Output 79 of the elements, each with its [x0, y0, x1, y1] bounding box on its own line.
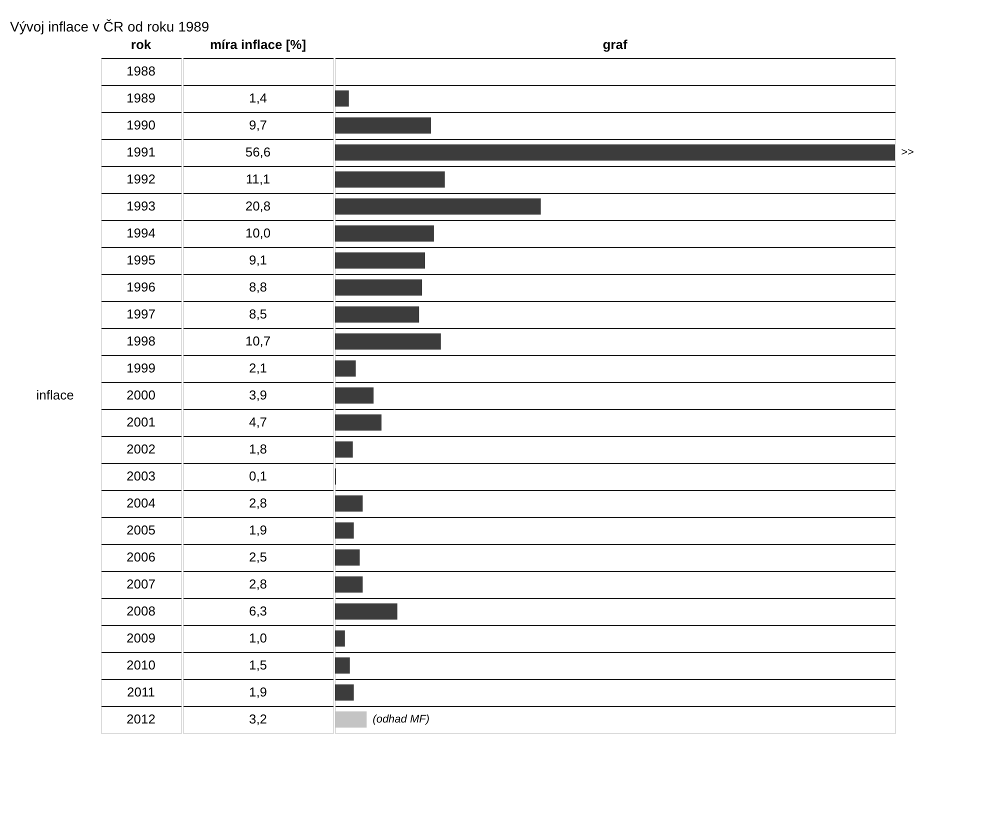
bar [335, 495, 363, 512]
y-tick-label: 2000 [126, 388, 156, 402]
data-label: 20,8 [245, 198, 271, 214]
x-axis-title: graf [602, 37, 628, 52]
bar [335, 333, 441, 350]
data-label: 2,1 [248, 360, 268, 376]
y-tick-label: 2004 [126, 496, 156, 510]
bar [335, 603, 398, 620]
bar [335, 198, 541, 215]
annotation: (odhad MF) [372, 714, 430, 726]
y-tick-label: 2003 [126, 468, 156, 484]
data-label: 2,5 [248, 550, 268, 564]
data-label: 9,1 [248, 252, 268, 268]
data-label: 1,8 [248, 442, 268, 456]
data-label: 9,7 [248, 118, 268, 132]
y-tick-label: 2010 [126, 658, 156, 672]
bar [335, 144, 895, 161]
y-tick-label: 2007 [126, 576, 156, 592]
data-label: 0,1 [248, 468, 268, 484]
y-tick-label: 2006 [126, 550, 156, 564]
y-tick-label: 1999 [126, 360, 156, 376]
text: rok [130, 37, 152, 52]
y-tick-label: 1996 [126, 280, 156, 294]
bar [335, 657, 350, 674]
data-label: 6,3 [248, 604, 268, 618]
data-label: 4,7 [248, 414, 268, 430]
bar [335, 279, 422, 296]
data-label: 8,5 [248, 306, 268, 322]
y-tick-label: 2001 [126, 414, 156, 430]
data-label: 1,5 [248, 658, 268, 672]
y-tick-label: 1989 [126, 90, 156, 106]
data-label: 1,4 [248, 90, 268, 106]
bar [335, 684, 354, 701]
bar [335, 252, 426, 269]
bar [335, 549, 360, 566]
annotation: >> [901, 146, 914, 158]
data-label: 2,8 [248, 576, 268, 592]
data-label: 3,2 [248, 712, 268, 726]
bar [335, 90, 349, 107]
bar [335, 711, 367, 728]
bar [335, 387, 374, 404]
bar [335, 117, 431, 134]
bar [335, 414, 382, 431]
data-label: 10,7 [245, 334, 271, 348]
bar [335, 441, 353, 458]
y-tick-label: 2012 [126, 712, 156, 726]
bar [335, 225, 434, 242]
bar [335, 522, 354, 539]
data-label: 1,9 [248, 684, 268, 700]
y-axis-title: inflace [36, 388, 74, 402]
data-label: 11,1 [246, 172, 270, 186]
data-label: 3,9 [248, 388, 268, 402]
y-tick-label: 2002 [126, 442, 156, 456]
bar [335, 630, 345, 647]
y-tick-label: 1992 [126, 172, 156, 186]
y-tick-label: 2008 [126, 604, 156, 618]
y-tick-label: 2005 [126, 522, 156, 538]
y-tick-label: 1993 [126, 198, 156, 214]
data-label: 56,6 [245, 144, 271, 160]
data-label: 8,8 [248, 280, 268, 294]
bar [335, 360, 356, 377]
y-tick-label: 1988 [126, 64, 156, 78]
text: Vývoj inflace v ČR od roku 1989 [10, 18, 210, 34]
y-tick-label: 2011 [127, 684, 155, 700]
y-tick-label: 1991 [126, 144, 156, 160]
data-label: 2,8 [248, 496, 268, 510]
data-label: 10,0 [245, 226, 271, 240]
data-label: 1,0 [248, 630, 268, 646]
data-label: 1,9 [248, 522, 268, 538]
y-tick-label: 2009 [126, 630, 156, 646]
text: míra inflace [%] [210, 37, 306, 52]
bar [335, 576, 363, 593]
y-tick-label: 1994 [126, 226, 156, 240]
bar [335, 171, 445, 188]
y-tick-label: 1997 [126, 306, 156, 322]
bar [335, 306, 420, 323]
y-tick-label: 1990 [126, 118, 156, 132]
y-tick-label: 1998 [126, 334, 156, 348]
y-tick-label: 1995 [126, 252, 156, 268]
